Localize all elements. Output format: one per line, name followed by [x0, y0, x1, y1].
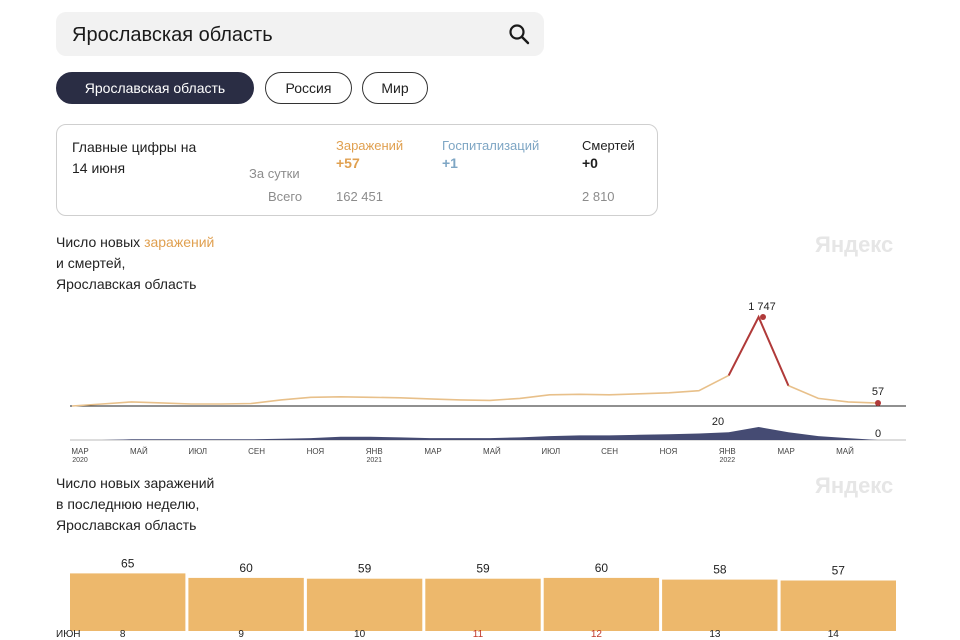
bar-category-label: 9: [238, 629, 244, 640]
chart2-title-line1: Число новых заражений: [56, 475, 215, 491]
summary-heading-line1: Главные цифры на: [72, 139, 197, 155]
bar-value-label: 59: [358, 562, 372, 576]
deaths-day-value: +0: [582, 155, 598, 171]
chart1-title-highlight: заражений: [144, 234, 215, 250]
yandex-logo: Яндекс: [815, 232, 894, 257]
deaths-last-label: 0: [875, 428, 881, 440]
bar-category-label: 10: [354, 629, 366, 640]
x-tick-year: 2020: [72, 457, 88, 464]
bar-value-label: 65: [121, 556, 135, 570]
row-day-label: За сутки: [249, 166, 300, 181]
x-tick-label: НОЯ: [660, 447, 678, 456]
infections-day-value: +57: [336, 155, 360, 171]
deaths-peak-label: 20: [712, 416, 724, 428]
yandex-logo: Яндекс: [815, 473, 894, 498]
chart1-title: Число новых заражений и смертей, Ярослав…: [56, 232, 214, 295]
hospitalizations-label: Госпитализаций: [442, 138, 540, 153]
bars-group: 65 8 60 9 59 10 59 11 60 12 58 13 57 14: [70, 556, 896, 640]
region-search[interactable]: [56, 12, 544, 56]
infections-label: Заражений: [336, 138, 404, 153]
bar-category-label: 13: [709, 629, 721, 640]
bar-category-label: 8: [120, 629, 126, 640]
cases-line: [71, 315, 879, 407]
peak-label: 1 747: [748, 301, 776, 313]
bar-category-label: 11: [473, 629, 484, 640]
last-value-label: 57: [872, 386, 884, 398]
bar-value-label: 60: [595, 561, 609, 575]
summary-heading-line2: 14 июня: [72, 160, 126, 176]
x-tick-label: ЯНВ: [366, 447, 383, 456]
chart1-title-line3: Ярославская область: [56, 276, 197, 292]
x-tick-label: ЯНВ: [719, 447, 736, 456]
search-icon[interactable]: [508, 23, 530, 45]
month-label: ИЮН: [56, 629, 81, 640]
hospitalizations-day-value: +1: [442, 155, 458, 171]
x-tick-label: ИЮЛ: [541, 447, 560, 456]
bar-day-11: [425, 578, 541, 631]
row-total-label: Всего: [268, 189, 303, 204]
x-tick-label: НОЯ: [307, 447, 325, 456]
chart2-title-line2: в последнюю неделю,: [56, 496, 200, 512]
bar-day-10: [306, 578, 423, 631]
bar-value-label: 57: [832, 564, 846, 578]
infections-total-value: 162 451: [336, 189, 383, 204]
bar-day-12: [543, 577, 660, 631]
x-tick-label: СЕН: [248, 447, 265, 456]
chart1-title-prefix: Число новых: [56, 234, 145, 250]
peak-marker: [760, 314, 766, 320]
x-tick-label: СЕН: [601, 447, 618, 456]
chart1-title-line2: и смертей,: [56, 255, 126, 271]
bar-value-label: 58: [713, 563, 727, 577]
tab-world[interactable]: Мир: [362, 72, 428, 104]
x-tick-label: МАЙ: [483, 447, 501, 456]
bar-day-9: [188, 577, 304, 631]
x-tick-label: ИЮЛ: [188, 447, 207, 456]
bar-day-13: [662, 579, 778, 631]
bar-category-label: 12: [591, 629, 603, 640]
bar-day-8: [70, 573, 186, 631]
cases-peak-segment: [727, 314, 790, 386]
deaths-area: [72, 427, 878, 440]
x-tick-label: МАР: [777, 447, 794, 456]
x-tick-label: МАЙ: [836, 447, 854, 456]
bar-day-14: [780, 580, 896, 631]
chart2-title-line3: Ярославская область: [56, 517, 197, 533]
deaths-total-value: 2 810: [582, 189, 615, 204]
bar-value-label: 59: [476, 562, 490, 576]
x-tick-year: 2022: [720, 457, 736, 464]
summary-card: Главные цифры на 14 июня За сутки Всего …: [56, 124, 658, 216]
x-tick-label: МАЙ: [130, 447, 148, 456]
last-marker: [875, 400, 881, 406]
tab-russia[interactable]: Россия: [265, 72, 352, 104]
bar-category-label: 14: [828, 629, 840, 640]
x-tick-year: 2021: [366, 457, 382, 464]
x-tick-label: МАР: [424, 447, 441, 456]
tab-yaroslavl[interactable]: Ярославская область: [56, 72, 254, 104]
chart2-title: Число новых заражений в последнюю неделю…: [56, 473, 214, 536]
weekly-bar-chart: 65 8 60 9 59 10 59 11 60 12 58 13 57 14 ИЮН: [56, 556, 896, 640]
x-tick-label: МАР: [71, 447, 88, 456]
search-input[interactable]: [70, 21, 494, 49]
deaths-label: Смертей: [582, 138, 635, 153]
bar-value-label: 60: [239, 561, 253, 575]
